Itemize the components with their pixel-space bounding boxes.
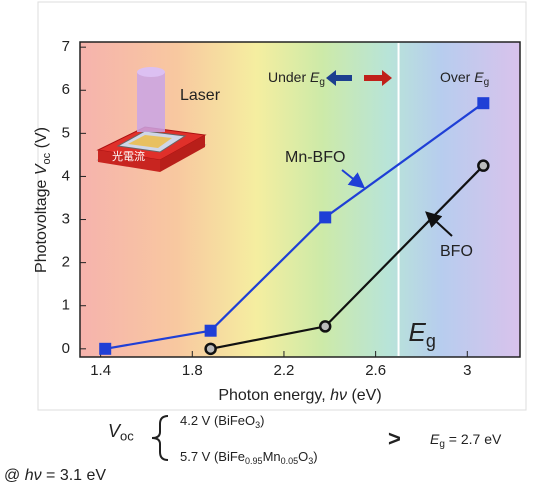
footer-line2-part: 5.7 V (BiFe <box>180 449 245 464</box>
footer-eg-part: = 2.7 eV <box>445 431 502 447</box>
y-tick-label: 6 <box>62 81 70 98</box>
data-point <box>205 325 217 337</box>
over-label-part: Over <box>440 69 474 85</box>
x-tick-label: 1.4 <box>90 362 111 379</box>
y-axis-label-part: Photovoltage <box>33 175 50 273</box>
y-axis-label-part: oc <box>41 152 53 164</box>
footer-line1: 4.2 V (BiFeO3) <box>180 413 265 430</box>
eg-label-part: g <box>426 331 436 351</box>
data-point <box>320 321 330 331</box>
data-point <box>319 211 331 223</box>
figure: Laser 光電流 > 0 1 2 3 4 5 6 7 1.4 1.8 2.2 2.6 3 Eg Photo… <box>0 0 537 488</box>
x-axis-label-part: Photon energy, <box>218 387 330 404</box>
footer-condition-part: @ <box>4 467 25 484</box>
over-label-part: g <box>484 77 490 88</box>
footer-line1-part: ) <box>260 413 264 428</box>
footer-line1-part: 4.2 V (BiFeO <box>180 413 255 428</box>
brace <box>152 416 168 460</box>
footer-line2-part: ) <box>313 449 317 464</box>
y-tick-label: 1 <box>62 297 70 314</box>
footer-condition-part: = 3.1 eV <box>42 467 107 484</box>
data-point <box>478 161 488 171</box>
footer-line2-part: O <box>298 449 308 464</box>
under-label-part: Under <box>268 69 310 85</box>
page: {"chart_data": { "type": "line", "y_labe… <box>0 0 537 488</box>
footer-line2-part: Mn <box>263 449 281 464</box>
y-axis-label-part: (V) <box>33 127 50 153</box>
inset-current-label: 光電流 <box>112 149 145 163</box>
series-label: BFO <box>440 243 473 260</box>
series-label: Mn-BFO <box>285 149 345 166</box>
x-axis-label-part: hν <box>330 387 347 404</box>
inset-laser-label: Laser <box>180 87 221 104</box>
footer-condition: @ hν = 3.1 eV <box>4 467 106 484</box>
y-tick-label: 0 <box>62 340 70 357</box>
footer-condition-part: hν <box>25 467 42 484</box>
data-point <box>99 343 111 355</box>
footer-line2-part: 0.95 <box>245 456 263 466</box>
data-point <box>477 97 489 109</box>
footer-eg: Eg = 2.7 eV <box>430 431 502 450</box>
footer-voc-part: oc <box>120 429 134 444</box>
eg-label-part: E <box>409 317 427 347</box>
x-axis-label: Photon energy, hν (eV) <box>218 387 381 404</box>
x-axis-label-part: (eV) <box>347 387 382 404</box>
under-label-part: g <box>319 77 325 88</box>
footer-line2: 5.7 V (BiFe0.95Mn0.05O3) <box>180 449 318 466</box>
y-tick-label: 4 <box>62 167 70 184</box>
footer-voc: Voc <box>108 421 134 444</box>
x-tick-label: 1.8 <box>182 362 203 379</box>
y-tick-label: 2 <box>62 254 70 271</box>
y-tick-label: 5 <box>62 124 70 141</box>
x-tick-label: 2.2 <box>274 362 295 379</box>
x-tick-label: 2.6 <box>365 362 386 379</box>
x-tick-label: 3 <box>463 362 471 379</box>
footer-line2-part: 0.05 <box>281 456 299 466</box>
y-tick-label: 7 <box>62 38 70 55</box>
compare-sign: > <box>388 426 401 451</box>
y-tick-label: 3 <box>62 211 70 228</box>
y-axis-label: Photovoltage Voc (V) <box>33 127 52 273</box>
data-point <box>206 344 216 354</box>
